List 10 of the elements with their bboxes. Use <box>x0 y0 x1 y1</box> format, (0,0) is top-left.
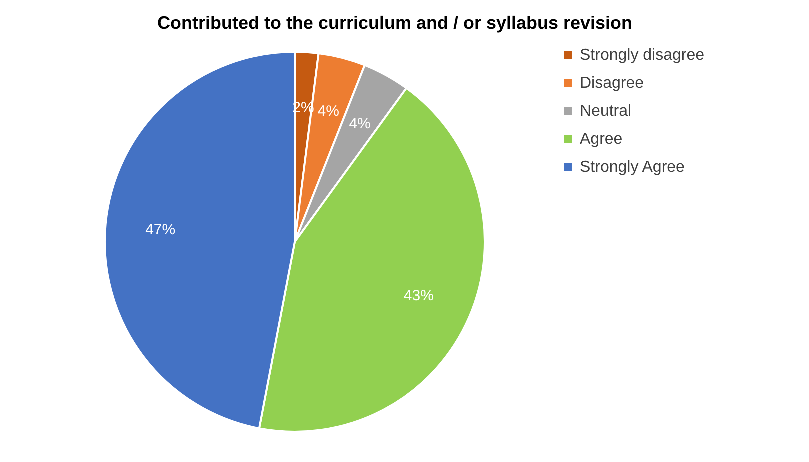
legend-label: Neutral <box>580 103 632 120</box>
legend-label: Strongly disagree <box>580 47 705 64</box>
data-label: 4% <box>318 103 340 120</box>
legend-label: Disagree <box>580 75 644 92</box>
chart-title: Contributed to the curriculum and / or syllabus revision <box>157 13 633 33</box>
legend-label: Agree <box>580 131 623 148</box>
legend-label: Strongly Agree <box>580 159 686 176</box>
data-label: 4% <box>349 116 371 133</box>
data-label: 43% <box>404 288 434 305</box>
data-label: 47% <box>146 221 176 238</box>
